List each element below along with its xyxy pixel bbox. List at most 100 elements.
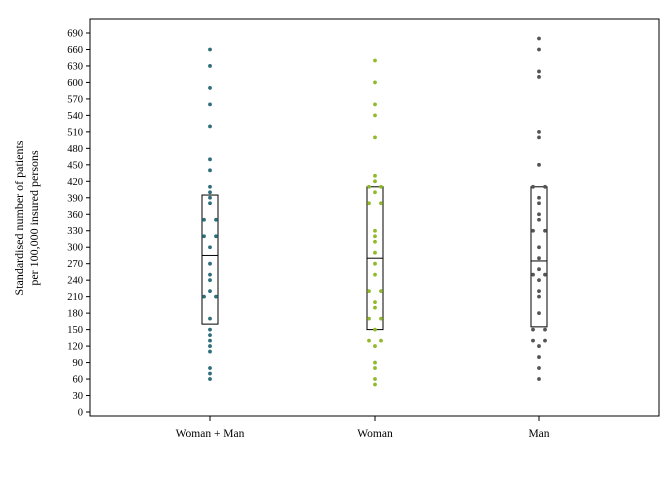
data-point — [379, 316, 383, 321]
data-point — [208, 316, 212, 321]
data-point — [537, 289, 541, 294]
data-point — [537, 75, 541, 79]
y-tick-label: 330 — [67, 226, 83, 237]
data-point — [373, 58, 377, 63]
data-point — [373, 272, 377, 277]
data-point — [543, 272, 547, 277]
data-point — [543, 228, 547, 233]
data-point — [373, 80, 377, 85]
data-point — [208, 124, 212, 129]
y-tick-label: 540 — [67, 111, 83, 122]
x-category-label: Woman — [357, 428, 393, 440]
data-point — [208, 195, 212, 200]
y-tick-label: 120 — [67, 342, 83, 353]
data-point — [373, 228, 377, 233]
data-point — [367, 316, 371, 321]
data-point — [373, 113, 377, 118]
data-point — [208, 371, 212, 376]
data-point — [543, 327, 547, 332]
data-point — [379, 184, 383, 189]
data-point — [537, 267, 541, 272]
data-point — [367, 338, 371, 343]
data-point — [208, 245, 212, 250]
data-point — [208, 344, 212, 348]
data-point — [537, 256, 541, 261]
points-group — [202, 36, 547, 387]
data-point — [208, 102, 212, 107]
data-point — [537, 355, 541, 359]
data-point — [537, 212, 541, 217]
y-tick-label: 30 — [73, 391, 84, 402]
data-point — [208, 168, 212, 173]
data-point — [367, 289, 371, 294]
data-point — [373, 344, 377, 348]
data-point — [379, 289, 383, 294]
y-tick-label: 480 — [67, 144, 83, 155]
y-tick-label: 210 — [67, 292, 83, 303]
data-point — [373, 190, 377, 195]
data-point — [373, 377, 377, 381]
data-point — [208, 349, 212, 354]
y-tick-label: 90 — [73, 358, 84, 369]
data-point — [379, 338, 383, 343]
data-point — [373, 382, 377, 387]
data-point — [531, 338, 535, 343]
data-point — [373, 366, 377, 370]
y-tick-label: 600 — [67, 78, 83, 89]
data-point — [379, 201, 383, 206]
data-point — [202, 294, 206, 299]
data-point — [208, 86, 212, 90]
y-tick-label: 150 — [67, 325, 83, 336]
data-point — [537, 69, 541, 74]
plot-frame — [89, 18, 660, 417]
data-point — [208, 261, 212, 266]
y-tick-label: 60 — [73, 375, 84, 386]
y-tick-label: 570 — [67, 94, 83, 105]
data-point — [208, 377, 212, 381]
y-axis-label-line-1: Standardised number of patients — [12, 140, 26, 295]
data-point — [537, 129, 541, 134]
data-point — [537, 278, 541, 283]
data-point — [373, 179, 377, 184]
data-point — [208, 272, 212, 277]
y-tick-label: 660 — [67, 45, 83, 56]
data-point — [537, 162, 541, 167]
data-point — [537, 294, 541, 299]
data-point — [543, 338, 547, 343]
data-point — [531, 272, 535, 277]
data-point — [208, 278, 212, 283]
y-tick-label: 390 — [67, 193, 83, 204]
data-point — [373, 305, 377, 310]
data-point — [537, 195, 541, 200]
data-point — [208, 64, 212, 68]
data-point — [214, 234, 218, 239]
data-point — [208, 190, 212, 195]
y-tick-label: 180 — [67, 309, 83, 320]
data-point — [537, 47, 541, 52]
y-tick-label: 300 — [67, 243, 83, 254]
y-tick-label: 360 — [67, 210, 83, 221]
data-point — [543, 184, 547, 189]
data-point — [367, 184, 371, 189]
y-tick-label: 510 — [67, 127, 83, 138]
data-point — [373, 239, 377, 244]
data-point — [537, 366, 541, 370]
iqr-box — [201, 194, 219, 325]
iqr-box — [530, 186, 548, 328]
data-point — [537, 217, 541, 222]
data-point — [373, 360, 377, 365]
data-point — [208, 333, 212, 338]
data-point — [373, 250, 377, 255]
data-point — [537, 377, 541, 381]
data-point — [208, 327, 212, 332]
data-point — [373, 102, 377, 107]
data-point — [208, 157, 212, 162]
data-point — [202, 234, 206, 239]
y-tick-label: 240 — [67, 276, 83, 287]
data-point — [373, 173, 377, 178]
data-point — [208, 201, 212, 206]
data-point — [208, 47, 212, 52]
x-category-label: Woman + Man — [176, 428, 245, 440]
x-axis-ticks: Woman + Man Woman Man — [176, 416, 550, 440]
